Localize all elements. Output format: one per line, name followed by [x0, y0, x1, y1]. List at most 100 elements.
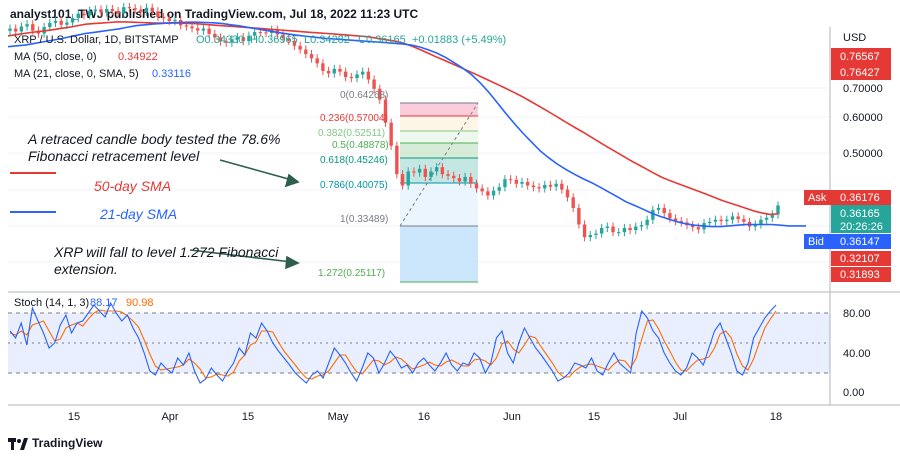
candle-body: [417, 168, 422, 173]
candle-body: [224, 41, 228, 43]
badge-last: 0.36165: [840, 208, 880, 220]
candle-body: [361, 71, 365, 75]
candle-body: [742, 219, 746, 222]
candle-body: [469, 176, 473, 184]
candle-body: [65, 22, 69, 25]
bid-tag-bg: [804, 234, 831, 249]
badge-sma50: 0.32107: [840, 253, 880, 265]
candle-body: [309, 54, 314, 59]
candle-body: [99, 9, 103, 13]
footer[interactable]: TradingView: [8, 436, 102, 450]
candle-body: [93, 9, 98, 11]
candle-body: [395, 145, 399, 175]
time-tick-jul: Jul: [673, 411, 687, 423]
stoch-tick-0: 0.00: [843, 387, 864, 399]
candle-body: [446, 174, 450, 176]
candle-body: [8, 28, 12, 31]
retrace-annotation: A retraced candle body tested the 78.6% …: [28, 131, 280, 165]
candle-body: [577, 207, 581, 225]
sma21-line: [7, 21, 806, 228]
fib-band: [400, 103, 478, 116]
price-axis[interactable]: USD 0.70000 0.60000 0.50000: [843, 32, 883, 160]
time-tick-jul18: 18: [770, 411, 782, 423]
fib-band: [400, 131, 478, 143]
candle-body: [554, 183, 558, 187]
badge-bg-5: [831, 251, 891, 266]
candle-body: [321, 63, 325, 71]
badge-bg-2: [831, 190, 891, 205]
candle-body: [252, 32, 257, 36]
candle-body: [753, 224, 757, 227]
candle-body: [196, 28, 200, 31]
candle-body: [696, 227, 701, 230]
price-tick-050: 0.50000: [843, 148, 883, 160]
stoch-k-line: [9, 301, 777, 384]
fib-band: [400, 143, 478, 158]
footer-brand: TradingView: [32, 436, 103, 450]
candle-body: [406, 171, 410, 186]
candle-body: [520, 182, 524, 184]
candle-body: [173, 19, 177, 22]
price-badges: 0.76567 0.76427 Ask 0.36176 0.36165 20:2…: [804, 48, 891, 282]
badge-sma21: 0.31893: [840, 269, 880, 281]
candle-body: [241, 37, 245, 42]
stoch-axis: 80.00 40.00 0.00: [843, 308, 871, 399]
badge-bg-4: [831, 234, 891, 249]
candle-body: [247, 35, 251, 42]
candle-body: [144, 7, 149, 12]
retrace-arrowhead: [284, 173, 300, 188]
time-tick-jun: Jun: [503, 411, 521, 423]
candle-body: [725, 219, 729, 222]
candle-body: [565, 189, 570, 198]
candle-body: [213, 33, 217, 38]
ask-tag: Ask: [808, 192, 827, 204]
candle-body: [668, 213, 672, 219]
candle-body: [508, 179, 513, 181]
candle-body: [713, 219, 718, 222]
candle-body: [389, 122, 393, 146]
candle-body: [349, 76, 354, 79]
candle-body: [622, 227, 627, 233]
time-axis[interactable]: 15 Apr 15 May 16 Jun 15 Jul 18: [68, 411, 782, 423]
candle-body: [543, 184, 547, 189]
candle-body: [662, 207, 666, 214]
fib-label-236: 0.236(0.57004): [320, 113, 388, 124]
fibonacci-tool[interactable]: [399, 102, 479, 283]
fib-band: [400, 226, 478, 282]
candle-body: [110, 9, 115, 11]
candle-body: [264, 32, 268, 34]
candle-body: [525, 182, 530, 186]
fib-label-1272: 1.272(0.25117): [318, 268, 385, 279]
candle-body: [383, 99, 388, 123]
candle-body: [628, 227, 632, 231]
candle-body: [190, 26, 194, 29]
candle-body: [355, 74, 359, 79]
ask-tag-bg: [804, 190, 831, 205]
candle-body: [53, 20, 58, 23]
candle-body: [105, 9, 109, 13]
candle-body: [474, 183, 479, 189]
fall-arrow: [189, 249, 293, 263]
time-tick-may16: 16: [418, 411, 430, 423]
candle-body: [235, 37, 240, 40]
candle-body: [76, 13, 80, 19]
candle-body: [133, 8, 137, 10]
candle-body: [298, 45, 302, 50]
candle-body: [736, 216, 740, 220]
candle-body: [463, 176, 467, 182]
legend-stoch-k: 88.17: [90, 297, 118, 309]
badge-ma50-high: 0.76567: [840, 51, 880, 63]
candles: [8, 3, 780, 242]
sma50-annotation: 50-day SMA: [94, 178, 172, 194]
candle-body: [656, 207, 661, 210]
retrace-annotation-line2: Fibonacci retracement level: [28, 148, 200, 164]
candle-body: [599, 227, 604, 234]
candle-body: [537, 187, 541, 189]
candle-body: [59, 20, 63, 25]
fall-annotation: XRP will fall to level 1.272 Fibonacci e…: [54, 244, 278, 278]
tradingview-logo-icon: [8, 437, 28, 450]
candle-body: [31, 24, 35, 31]
candle-body: [150, 7, 154, 12]
candle-body: [617, 232, 621, 234]
